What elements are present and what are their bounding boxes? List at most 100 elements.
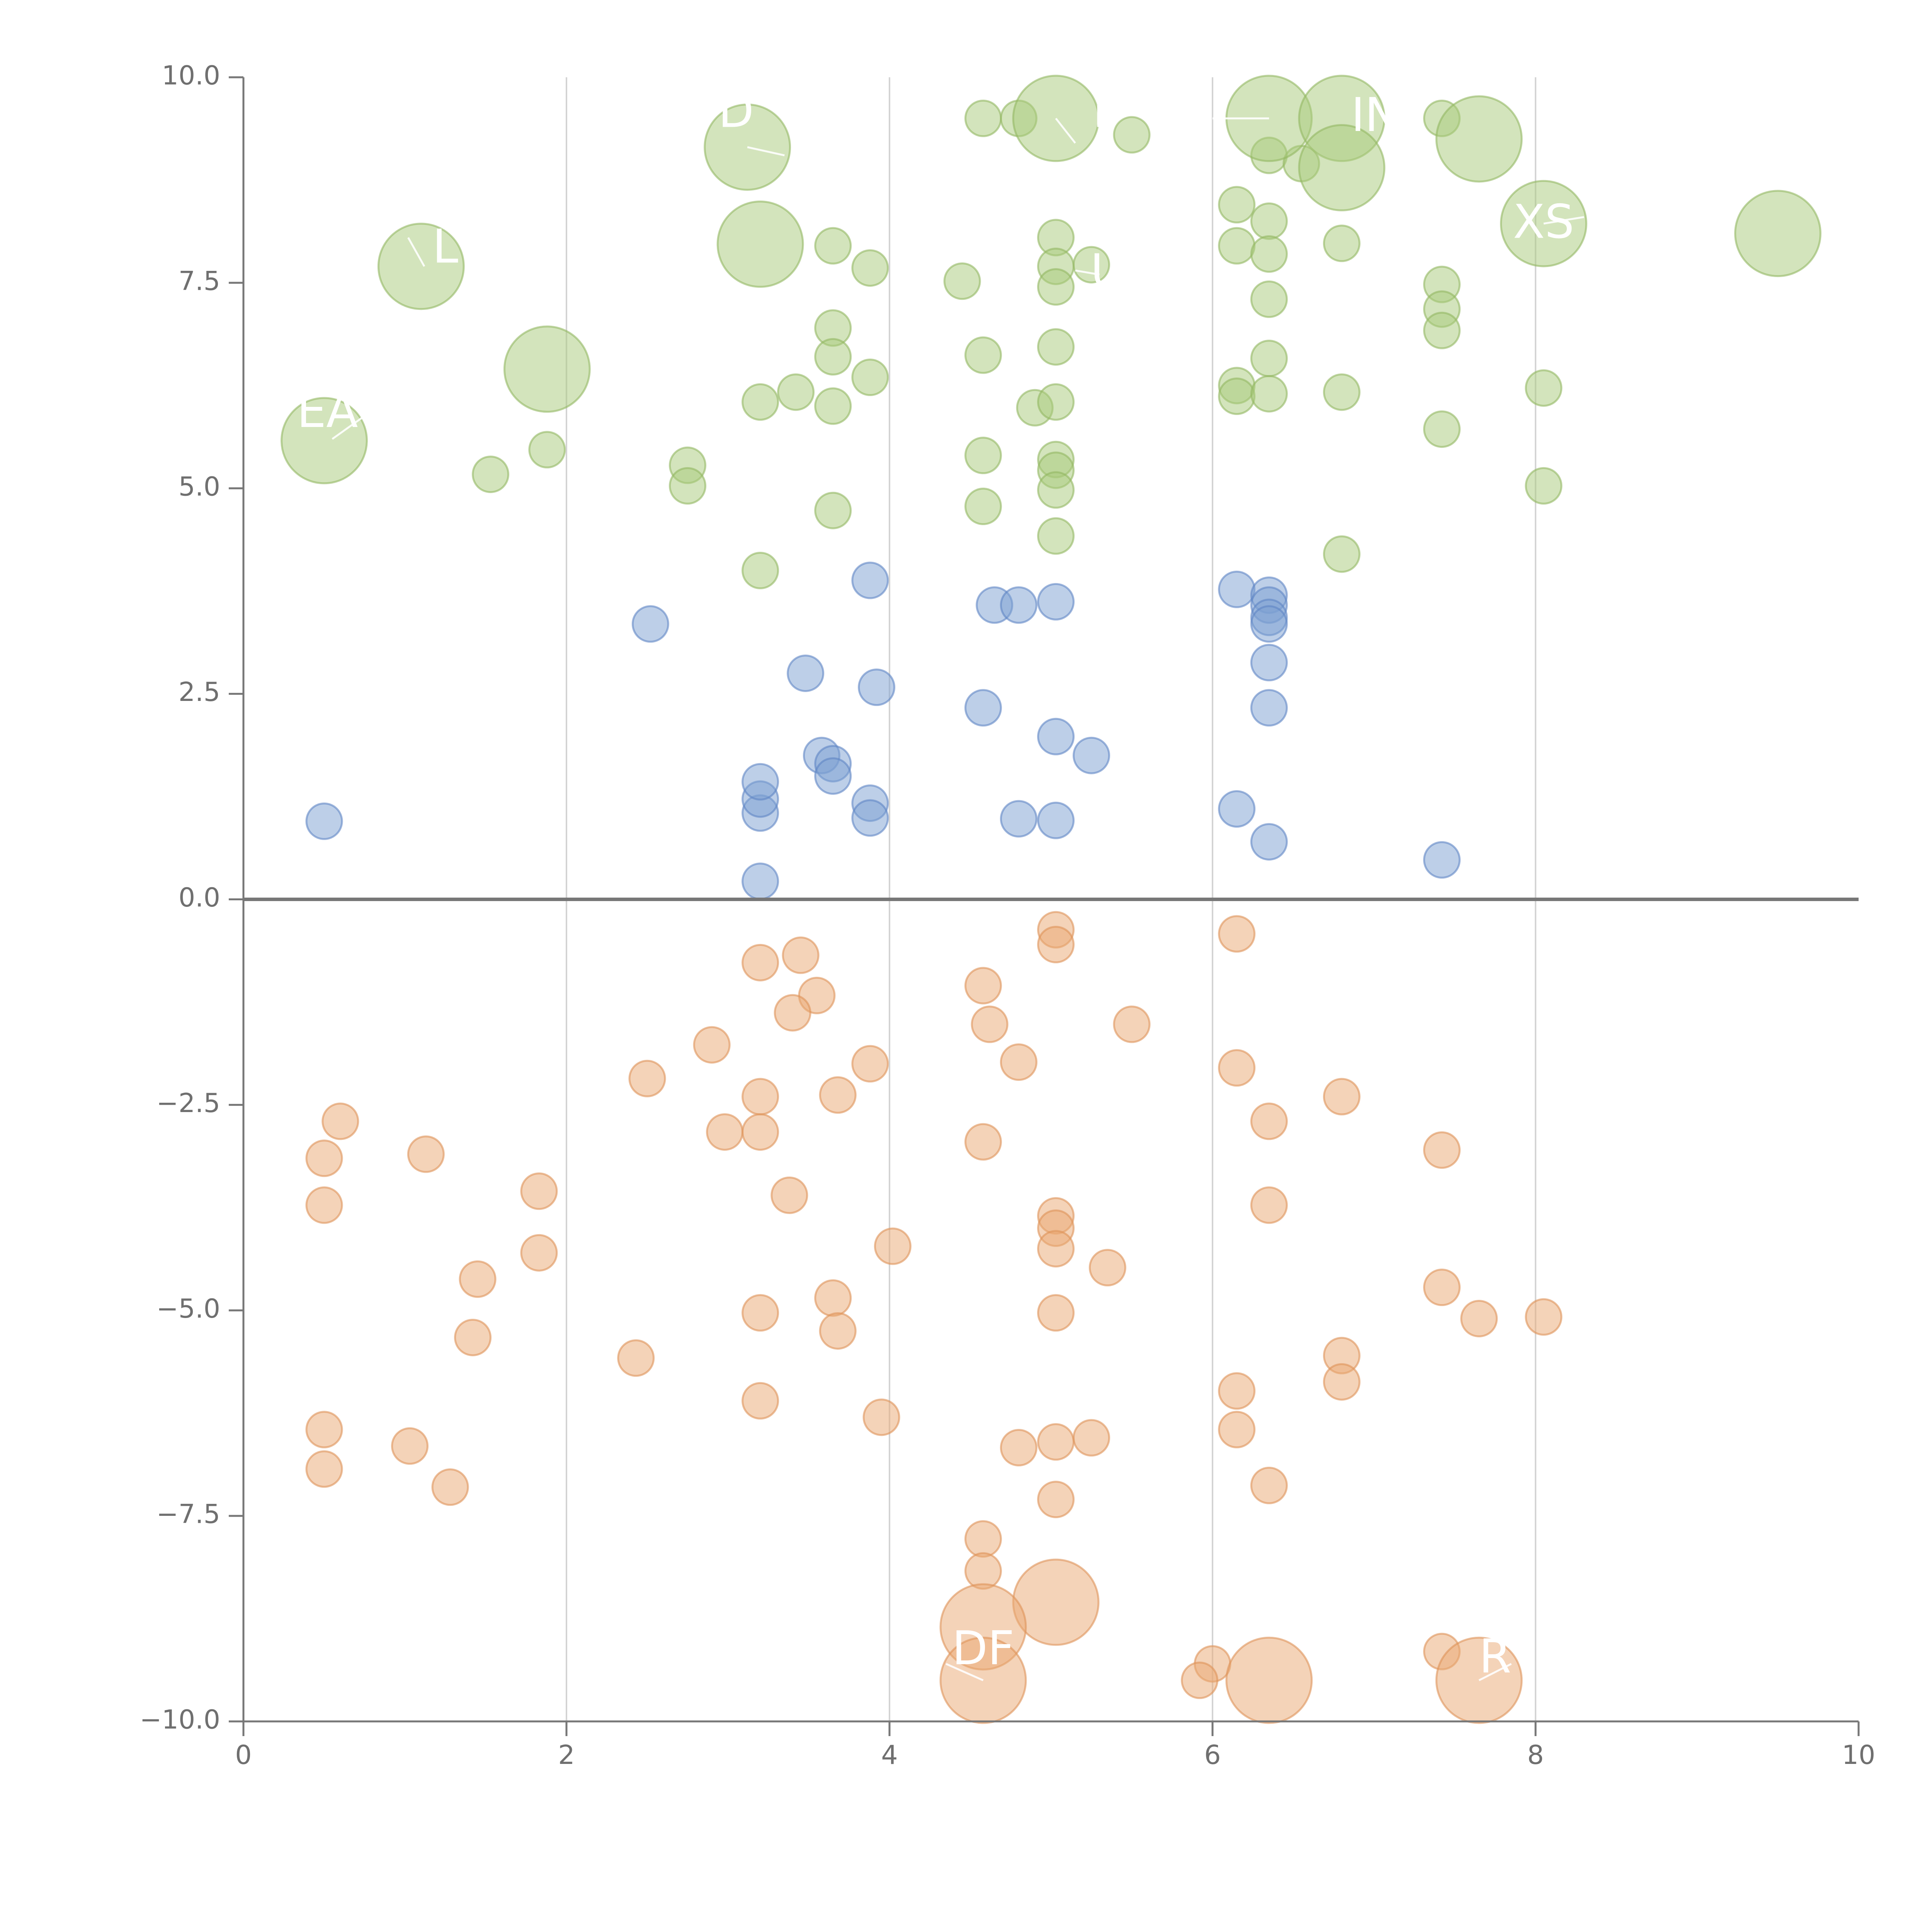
green-bubble bbox=[964, 437, 1002, 474]
y-tick-label: −5.0 bbox=[156, 1294, 220, 1324]
annotation-leader-line bbox=[1543, 216, 1584, 225]
orange-bubble bbox=[391, 1427, 429, 1465]
blue-bubble bbox=[1037, 718, 1075, 755]
y-tick-label: 0.0 bbox=[179, 883, 220, 913]
orange-bubble bbox=[1088, 1249, 1126, 1287]
orange-bubble bbox=[1037, 1230, 1075, 1268]
orange-bubble bbox=[1250, 1466, 1288, 1504]
blue-bubble bbox=[1423, 841, 1461, 879]
orange-bubble bbox=[706, 1113, 744, 1151]
green-bubble bbox=[1250, 340, 1288, 378]
y-tick-label: −2.5 bbox=[156, 1088, 220, 1119]
orange-bubble bbox=[770, 1176, 808, 1214]
x-tick-label: 8 bbox=[1527, 1740, 1544, 1770]
blue-bubble bbox=[851, 799, 889, 837]
orange-bubble bbox=[305, 1186, 343, 1224]
blue-bubble bbox=[742, 862, 779, 900]
orange-bubble bbox=[742, 944, 779, 981]
green-bubble bbox=[1250, 202, 1288, 240]
orange-bubble bbox=[407, 1135, 445, 1173]
green-bubble bbox=[1250, 375, 1288, 413]
green-bubble bbox=[1073, 246, 1110, 284]
green-bubble bbox=[851, 249, 889, 287]
orange-bubble bbox=[742, 1113, 779, 1151]
orange-bubble bbox=[742, 1078, 779, 1116]
blue-bubble bbox=[631, 605, 669, 643]
green-bubble bbox=[814, 387, 852, 425]
orange-bubble bbox=[1000, 1043, 1037, 1081]
orange-bubble bbox=[693, 1026, 731, 1064]
x-tick-label: 0 bbox=[235, 1740, 252, 1770]
orange-bubble bbox=[628, 1060, 666, 1097]
annotation-layer: EA L D I INJ XS U DF R bbox=[297, 84, 1584, 1684]
orange-bubble bbox=[1218, 915, 1256, 953]
x-tick-label: 6 bbox=[1204, 1740, 1221, 1770]
annotation-leader-line bbox=[1055, 117, 1076, 144]
green-bubble bbox=[964, 99, 1002, 137]
green-bubble bbox=[1525, 369, 1563, 407]
green-bubble bbox=[943, 262, 981, 300]
orange-bubble bbox=[1423, 1269, 1461, 1306]
green-bubble bbox=[1250, 280, 1288, 318]
green-bubble bbox=[1298, 124, 1386, 211]
green-bubble bbox=[1734, 190, 1821, 277]
green-bubble bbox=[814, 227, 852, 265]
blue-bubble bbox=[1218, 790, 1256, 828]
y-tick-label: −7.5 bbox=[156, 1499, 220, 1530]
bubble-label: U bbox=[1090, 245, 1124, 298]
green-bubble bbox=[669, 467, 706, 505]
bubble-label: D bbox=[718, 84, 754, 138]
orange-bubble bbox=[964, 967, 1002, 1005]
blue-bubble bbox=[1073, 736, 1110, 774]
bubble-label: R bbox=[1479, 1630, 1511, 1684]
green-bubble bbox=[1423, 410, 1461, 448]
bubble-label: EA bbox=[297, 384, 358, 438]
y-tick-label: 2.5 bbox=[179, 677, 220, 707]
blue-bubble bbox=[1250, 689, 1288, 727]
orange-bubble bbox=[851, 1045, 889, 1083]
green-bubble bbox=[1218, 186, 1256, 224]
annotation-leader-line bbox=[1075, 269, 1100, 276]
orange-bubble bbox=[1225, 1636, 1313, 1724]
orange-bubble bbox=[1218, 1049, 1256, 1087]
green-bubble bbox=[281, 397, 368, 485]
orange-bubble bbox=[1181, 1662, 1219, 1699]
orange-bubble bbox=[305, 1139, 343, 1177]
green-bubble bbox=[377, 223, 465, 310]
green-bubble bbox=[964, 336, 1002, 374]
blue-bubble bbox=[1037, 583, 1075, 621]
green-bubble bbox=[472, 456, 510, 493]
orange-bubble bbox=[782, 936, 820, 974]
blue-bubble bbox=[1000, 800, 1037, 838]
green-bubble bbox=[528, 431, 566, 469]
y-tick-label: 7.5 bbox=[179, 266, 220, 296]
blue-bubble bbox=[787, 654, 825, 692]
orange-bubble bbox=[1000, 1429, 1037, 1467]
blue-bubble bbox=[1250, 644, 1288, 682]
green-bubble bbox=[1323, 224, 1361, 262]
green-bubble bbox=[1037, 328, 1075, 366]
orange-bubble bbox=[520, 1172, 558, 1210]
orange-bubble bbox=[819, 1076, 857, 1114]
orange-bubble bbox=[964, 1123, 1002, 1161]
annotation-leader-line bbox=[1478, 1663, 1512, 1681]
blue-bubble bbox=[305, 802, 343, 840]
orange-bubble bbox=[1323, 1078, 1361, 1116]
orange-bubble bbox=[1460, 1300, 1498, 1338]
green-bubble bbox=[1323, 535, 1361, 573]
orange-bubble bbox=[1073, 1419, 1110, 1457]
green-bubble bbox=[1037, 471, 1075, 509]
orange-bubble bbox=[1525, 1298, 1563, 1336]
bubble-label: L bbox=[432, 220, 458, 274]
orange-bubble bbox=[617, 1339, 655, 1377]
orange-bubble bbox=[1037, 1481, 1075, 1519]
x-tick-label: 4 bbox=[881, 1740, 898, 1770]
orange-bubble bbox=[305, 1411, 343, 1449]
orange-bubble bbox=[1218, 1411, 1256, 1449]
green-bubble bbox=[1323, 373, 1361, 411]
bubble-label: I bbox=[1093, 84, 1106, 138]
orange-bubble bbox=[1218, 1372, 1256, 1410]
green-bubble bbox=[1113, 116, 1151, 154]
blue-bubble bbox=[851, 561, 889, 599]
